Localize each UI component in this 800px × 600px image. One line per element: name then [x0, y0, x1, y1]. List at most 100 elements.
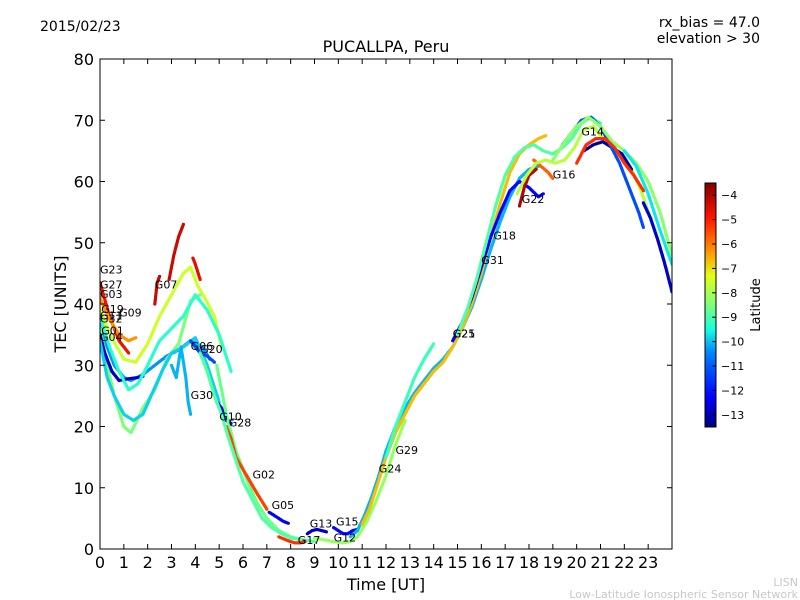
x-tick-label: 16	[471, 553, 491, 572]
data-point	[286, 521, 290, 525]
colorbar-label: Latitude	[749, 278, 764, 332]
y-tick-label: 60	[74, 173, 94, 192]
satellite-label: G14	[581, 126, 604, 139]
y-tick-label: 40	[74, 295, 94, 314]
satellite-label: G12	[334, 532, 357, 545]
data-point	[544, 134, 548, 138]
series-g13	[305, 527, 328, 536]
series-g17	[277, 535, 307, 545]
satellite-label: G22	[522, 193, 545, 206]
data-point	[198, 277, 202, 282]
data-point	[432, 342, 436, 346]
x-tick-label: 20	[566, 553, 586, 572]
x-tick-label: 11	[352, 553, 372, 572]
x-tick-label: 5	[214, 553, 224, 572]
colorbar-tick-label: −7	[721, 262, 737, 275]
series-g04	[100, 336, 221, 422]
chart-title: PUCALLPA, Peru	[323, 37, 450, 56]
x-tick-label: 14	[423, 553, 443, 572]
satellite-label: G32	[100, 312, 123, 325]
y-tick-label: 50	[74, 234, 94, 253]
series-g32	[100, 293, 233, 392]
colorbar-tick-label: −9	[721, 311, 737, 324]
x-tick-label: 9	[309, 553, 319, 572]
series-g07	[153, 274, 162, 306]
x-tick-label: 15	[447, 553, 467, 572]
series-g30	[169, 345, 193, 416]
x-tick-label: 0	[95, 553, 105, 572]
data-point	[534, 167, 538, 171]
satellite-label: G21	[453, 328, 476, 341]
x-tick-label: 18	[519, 553, 539, 572]
x-tick-label: 23	[638, 553, 658, 572]
series-layer	[100, 115, 672, 545]
x-tick-label: 4	[190, 553, 200, 572]
y-tick-label: 20	[74, 418, 94, 437]
satellite-label: G16	[553, 168, 576, 181]
satellite-label: G03	[100, 288, 123, 301]
elevation-label: elevation > 30	[657, 31, 760, 47]
x-tick-label: 19	[543, 553, 563, 572]
x-tick-label: 21	[590, 553, 610, 572]
x-axis-label: Time [UT]	[346, 575, 425, 594]
x-tick-label: 1	[119, 553, 129, 572]
data-point	[403, 418, 407, 422]
colorbar-tick-label: −8	[721, 287, 737, 300]
footer-network: Low-Latitude Ionospheric Sensor Network	[569, 588, 798, 600]
series-g16	[532, 158, 555, 180]
satellite-label: G23	[100, 263, 123, 276]
series-g06	[189, 339, 216, 364]
series-g12	[312, 418, 407, 545]
satellite-label: G02	[253, 469, 276, 482]
series-g07b	[167, 222, 185, 282]
satellite-label: G04	[100, 331, 123, 344]
data-point	[641, 225, 646, 229]
data-point	[158, 274, 162, 278]
satellite-label: G20	[200, 343, 223, 356]
colorbar-tick-label: −12	[721, 384, 744, 397]
x-tick-label: 22	[614, 553, 634, 572]
data-point	[324, 530, 328, 534]
y-tick-label: 0	[84, 540, 94, 559]
x-tick-label: 10	[328, 553, 348, 572]
rx-bias-label: rx_bias = 47.0	[659, 15, 760, 31]
satellite-label: G07	[155, 279, 178, 292]
satellite-label: G05	[272, 499, 295, 512]
satellite-label: G15	[336, 516, 359, 529]
colorbar-tick-label: −4	[721, 189, 737, 202]
x-tick-label: 7	[262, 553, 272, 572]
series-g27	[100, 296, 138, 343]
colorbar-tick-layer: −4 −5 −6 −7 −8 −9 −10 −11 −12 −13	[712, 189, 744, 422]
series-g07c	[191, 256, 202, 282]
data-point	[312, 540, 317, 544]
date-label: 2015/02/23	[40, 19, 121, 35]
satellite-label: G30	[191, 389, 214, 402]
data-point	[551, 176, 555, 180]
satellite-label: G17	[298, 534, 321, 547]
series-g22	[517, 167, 538, 208]
data-point	[641, 189, 646, 193]
data-point	[541, 192, 545, 196]
x-tick-label: 12	[376, 553, 396, 572]
data-point	[303, 540, 307, 544]
x-tick-label: 2	[143, 553, 153, 572]
colorbar-tick-label: −10	[721, 336, 744, 349]
data-point	[181, 222, 185, 226]
series-g18	[455, 115, 603, 337]
y-tick-label: 80	[74, 50, 94, 69]
x-tick-label: 8	[286, 553, 296, 572]
satellite-label: G31	[481, 254, 504, 267]
y-tick-label: 30	[74, 356, 94, 375]
satellite-label: G29	[396, 444, 419, 457]
satellite-label: G24	[379, 462, 402, 475]
x-tick-label: 17	[495, 553, 515, 572]
data-point	[198, 293, 202, 297]
colorbar-tick-label: −6	[721, 238, 737, 251]
satellite-label: G13	[310, 518, 333, 531]
data-point	[265, 507, 269, 511]
x-tick-label: 3	[166, 553, 176, 572]
satellite-label: G18	[493, 230, 516, 243]
series-g05	[267, 510, 290, 525]
colorbar-tick-label: −13	[721, 409, 744, 422]
